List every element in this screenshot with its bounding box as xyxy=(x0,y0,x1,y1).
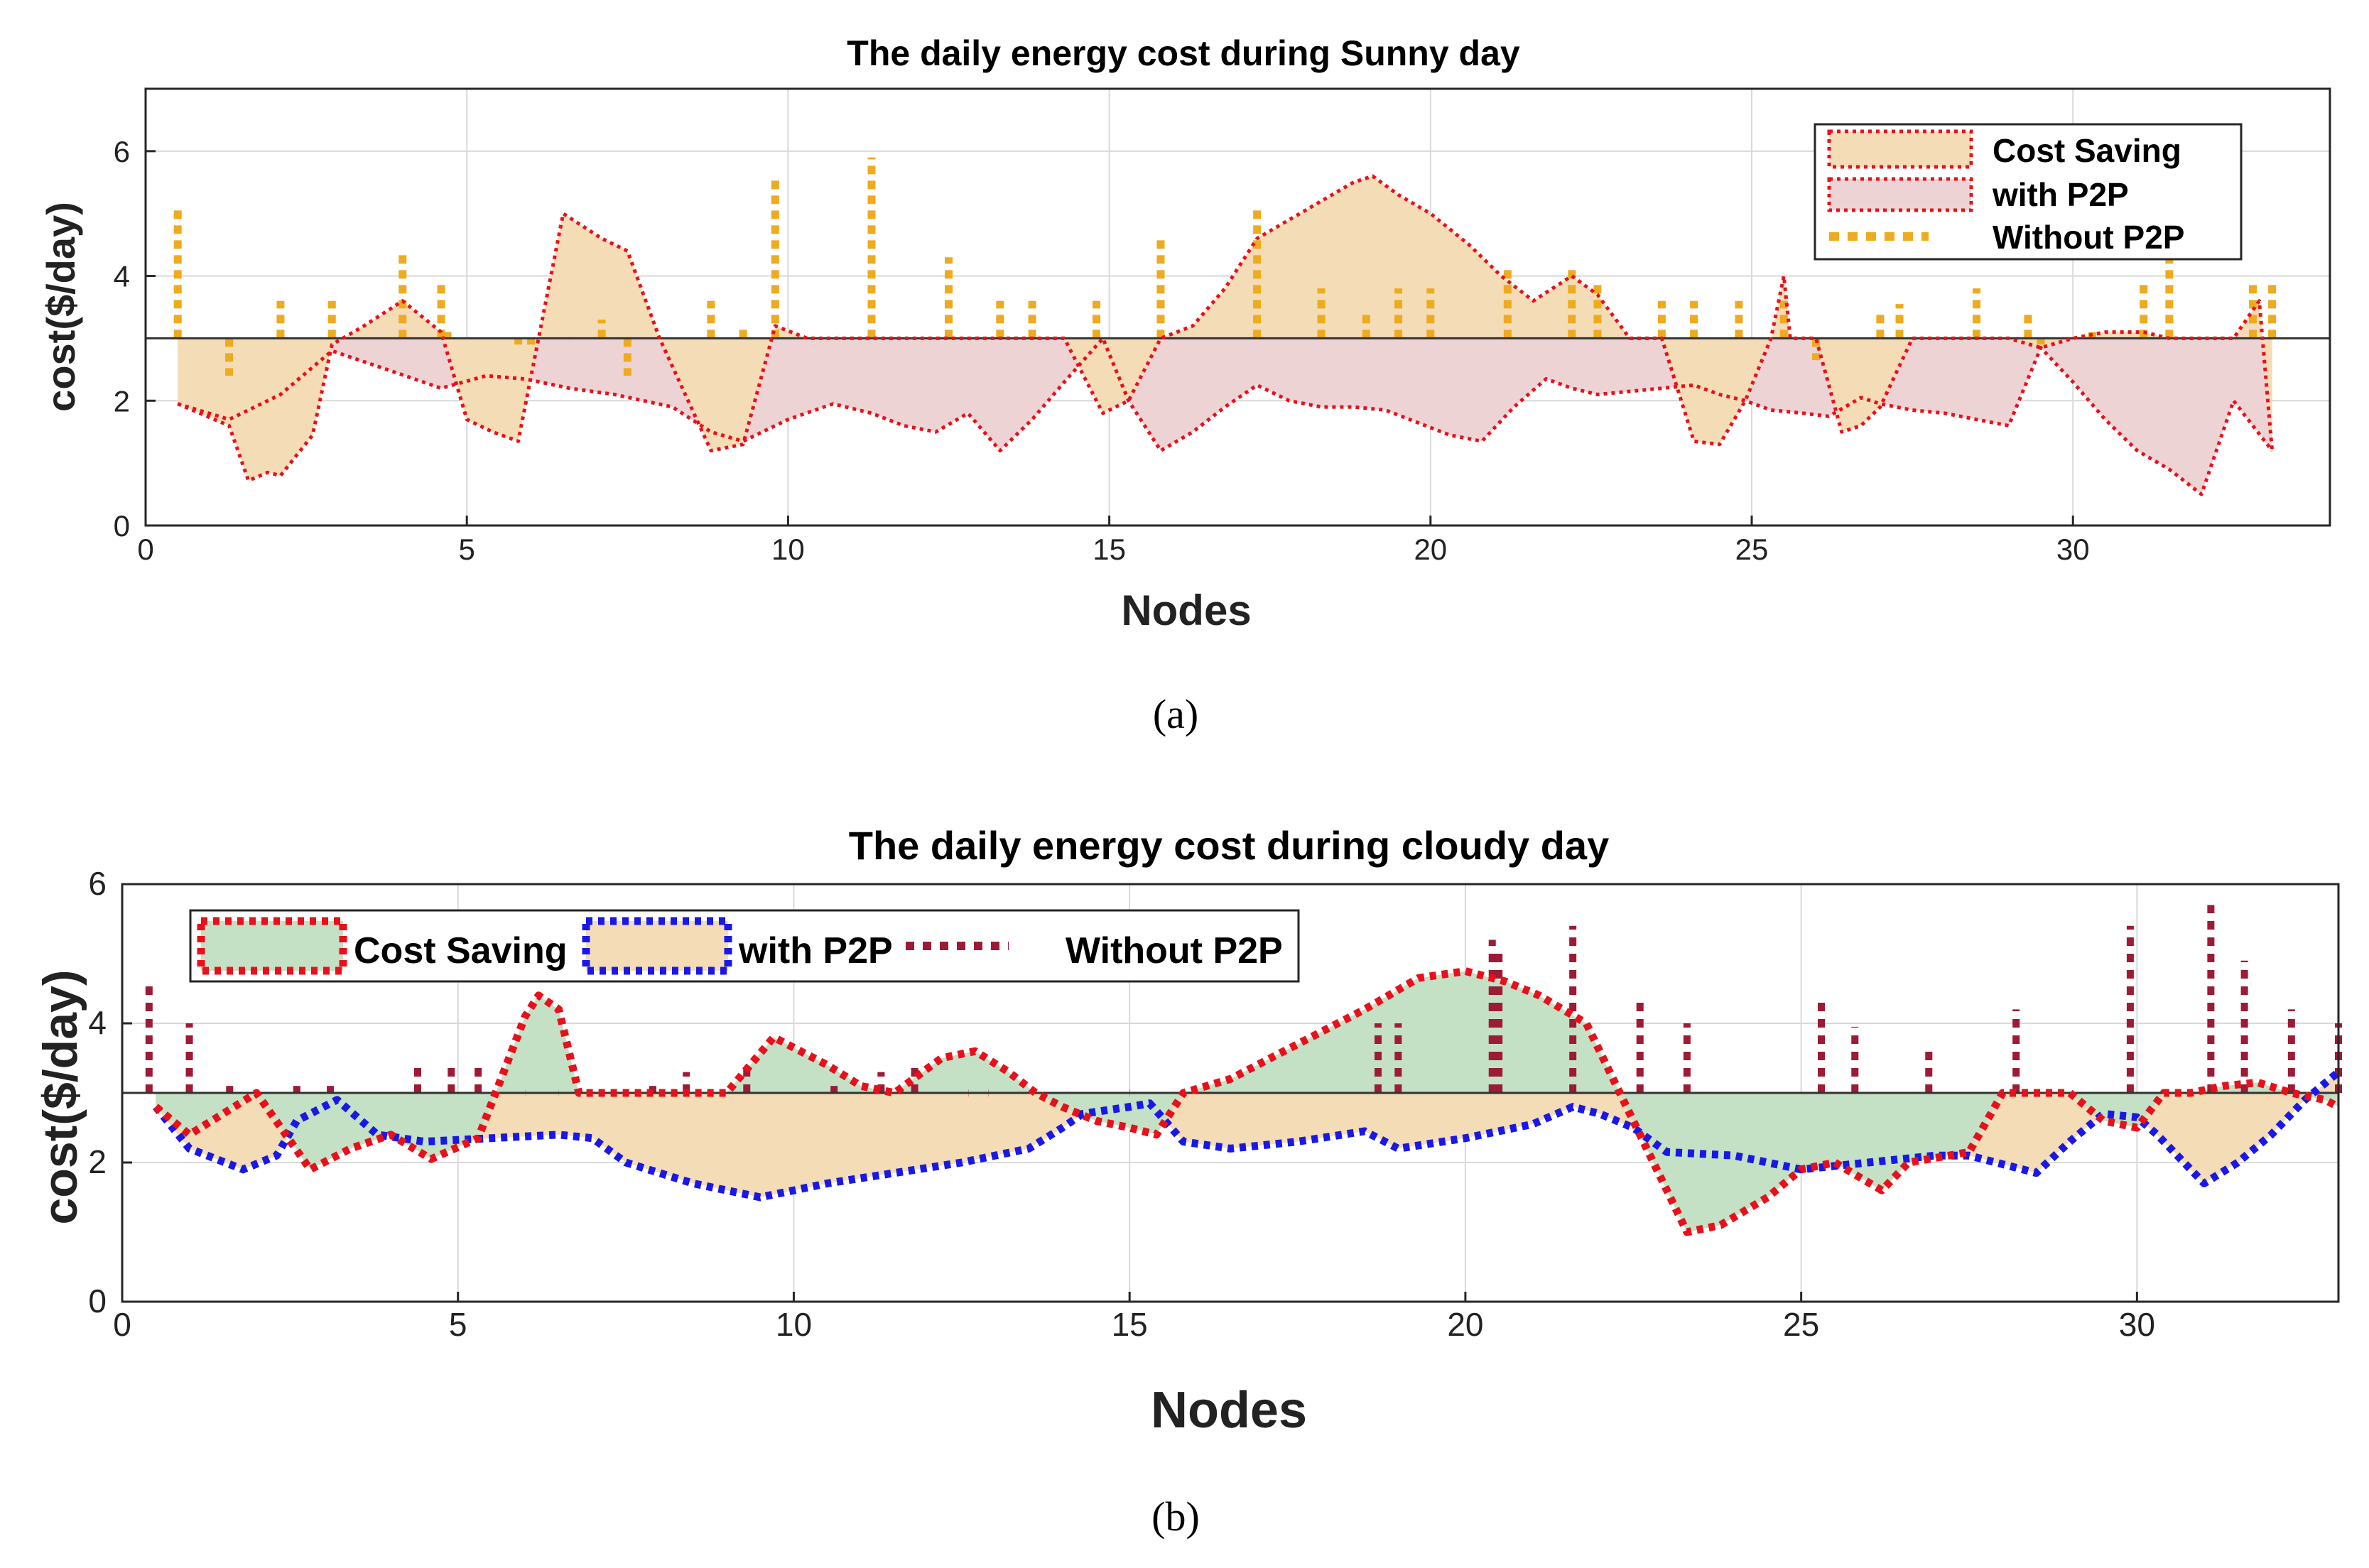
x-tick-label-20: 20 xyxy=(1447,1306,1483,1343)
x-tick-label-0: 0 xyxy=(137,533,153,566)
cost-saving-fill xyxy=(156,971,2339,1232)
x-tick-label-5: 5 xyxy=(449,1306,467,1343)
with-p2p-line xyxy=(152,1069,2341,1202)
chart-b-ticks: 0 5 10 15 20 25 30 0 2 4 6 xyxy=(88,865,2155,1343)
chart-a-without-p2p-marks xyxy=(173,157,2277,376)
panel-b: The daily energy cost during cloudy day … xyxy=(33,823,2342,1540)
panel-a: The daily energy cost during Sunny day 0… xyxy=(38,33,2331,737)
chart-b-fills xyxy=(156,971,2339,1232)
y-tick-label-2: 2 xyxy=(88,1143,107,1180)
legend-a-label-without-p2p: Without P2P xyxy=(1993,219,2184,256)
x-tick-label-15: 15 xyxy=(1112,1306,1148,1343)
y-tick-label-6: 6 xyxy=(88,865,107,902)
chart-b-frame xyxy=(121,883,2340,1303)
chart-a-ylabel: cost($/day) xyxy=(38,202,83,412)
legend-b-swatch-cost-saving xyxy=(197,917,347,975)
chart-a-legend: Cost Saving with P2P Without P2P xyxy=(1814,123,2243,261)
chart-b-xlabel: Nodes xyxy=(1151,1382,1307,1439)
with-p2p-line xyxy=(177,336,2274,496)
legend-b-label-with-p2p: with P2P xyxy=(738,930,893,971)
chart-a-frame xyxy=(144,87,2331,527)
x-tick-label-5: 5 xyxy=(459,533,475,566)
chart-a-lines xyxy=(146,174,2330,496)
legend-a-swatch-cost-saving xyxy=(1827,129,1973,169)
y-tick-label-0: 0 xyxy=(88,1283,107,1319)
x-tick-label-20: 20 xyxy=(1414,533,1447,566)
legend-b-label-cost-saving: Cost Saving xyxy=(354,930,568,971)
chart-a-ticks: 0 5 10 15 20 25 30 0 2 4 6 xyxy=(114,135,2090,566)
x-tick-label-25: 25 xyxy=(1735,533,1769,566)
legend-a-swatch-with-p2p xyxy=(1827,177,1973,212)
x-tick-label-25: 25 xyxy=(1783,1306,1819,1343)
cost-saving-fill xyxy=(178,176,2272,481)
chart-a-fills xyxy=(178,176,2272,495)
y-tick-label-4: 4 xyxy=(114,260,130,293)
legend-a-label-with-p2p: with P2P xyxy=(1992,176,2129,213)
legend-b-label-without-p2p: Without P2P xyxy=(1066,930,1283,971)
x-tick-label-30: 30 xyxy=(2119,1306,2155,1343)
x-tick-label-0: 0 xyxy=(113,1306,131,1343)
x-tick-label-10: 10 xyxy=(776,1306,812,1343)
x-tick-label-10: 10 xyxy=(771,533,805,566)
legend-a-label-cost-saving: Cost Saving xyxy=(1993,132,2181,169)
caption-a: (a) xyxy=(1153,691,1198,737)
chart-b-title: The daily energy cost during cloudy day xyxy=(849,823,1609,868)
legend-b-swatch-with-p2p xyxy=(582,917,732,975)
y-tick-label-0: 0 xyxy=(114,509,130,543)
chart-b-lines xyxy=(122,967,2341,1236)
y-tick-label-2: 2 xyxy=(114,384,130,418)
chart-a-xlabel: Nodes xyxy=(1121,587,1251,634)
cost-saving-line xyxy=(153,967,2341,1236)
y-tick-label-4: 4 xyxy=(88,1004,107,1041)
x-tick-label-30: 30 xyxy=(2056,533,2090,566)
legend-b-box xyxy=(189,909,1300,983)
cost-saving-line xyxy=(177,174,2275,483)
chart-a-title: The daily energy cost during Sunny day xyxy=(847,33,1520,73)
chart-b-ylabel: cost($/day) xyxy=(33,970,87,1225)
chart-b-legend: Cost Saving with P2P Without P2P xyxy=(189,909,1300,983)
caption-b: (b) xyxy=(1151,1493,1200,1540)
x-tick-label-15: 15 xyxy=(1093,533,1126,566)
y-tick-label-6: 6 xyxy=(114,135,130,168)
